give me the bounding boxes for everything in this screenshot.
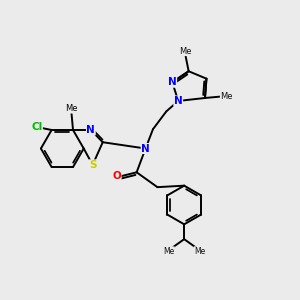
Text: S: S — [89, 160, 96, 170]
Text: Me: Me — [65, 104, 78, 113]
Text: O: O — [112, 171, 121, 181]
Text: Me: Me — [179, 47, 192, 56]
Text: N: N — [141, 143, 150, 154]
Text: N: N — [168, 77, 177, 87]
Text: N: N — [86, 125, 95, 135]
Text: Cl: Cl — [31, 122, 42, 132]
Text: Me: Me — [163, 247, 174, 256]
Text: Me: Me — [194, 247, 205, 256]
Text: N: N — [174, 96, 183, 106]
Text: Me: Me — [220, 92, 232, 101]
